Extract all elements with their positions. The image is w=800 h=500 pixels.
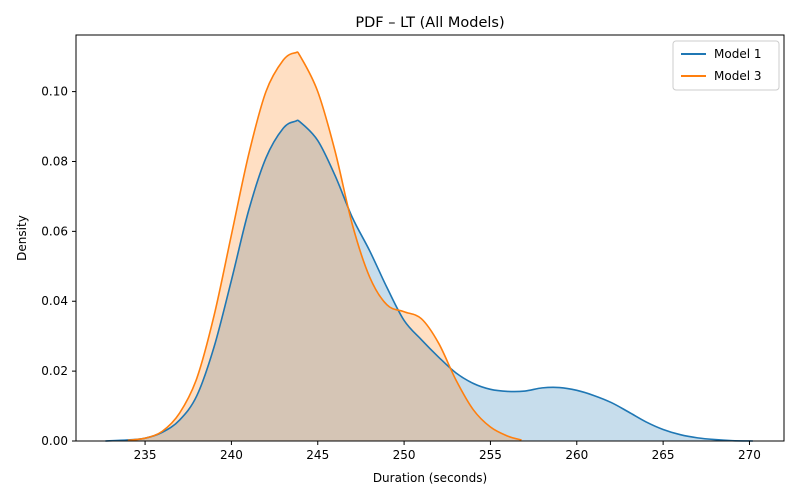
plot-frame <box>75 34 785 442</box>
x-tick-label: 255 <box>479 448 502 462</box>
x-axis-label: Duration (seconds) <box>373 471 487 485</box>
series-lines <box>105 51 753 442</box>
x-tick-label: 235 <box>134 448 157 462</box>
x-tick-label: 265 <box>652 448 675 462</box>
y-tick-label: 0.02 <box>41 364 68 378</box>
chart-title: PDF – LT (All Models) <box>355 15 504 31</box>
line-model-3 <box>127 51 522 442</box>
area-model-3 <box>127 52 522 441</box>
y-tick-label: 0.06 <box>41 224 68 238</box>
y-tick-label: 0.08 <box>41 154 68 168</box>
x-tick-label: 245 <box>306 448 329 462</box>
line-model-1 <box>105 119 753 442</box>
y-tick-label: 0.10 <box>41 85 68 99</box>
area-model-1 <box>105 120 753 441</box>
x-axis: 235 240 245 250 255 260 265 270 <box>134 441 761 462</box>
legend-label-model-1: Model 1 <box>714 47 761 61</box>
x-tick-label: 260 <box>565 448 588 462</box>
y-tick-label: 0.04 <box>41 294 68 308</box>
x-tick-label: 250 <box>393 448 416 462</box>
x-tick-label: 240 <box>220 448 243 462</box>
x-tick-label: 270 <box>738 448 761 462</box>
series-areas <box>105 52 753 441</box>
y-axis-label: Density <box>15 215 29 261</box>
y-tick-label: 0.00 <box>41 434 68 448</box>
legend: Model 1 Model 3 <box>672 40 780 91</box>
y-axis: 0.00 0.02 0.04 0.06 0.08 0.10 <box>41 85 76 448</box>
legend-label-model-3: Model 3 <box>714 69 761 83</box>
